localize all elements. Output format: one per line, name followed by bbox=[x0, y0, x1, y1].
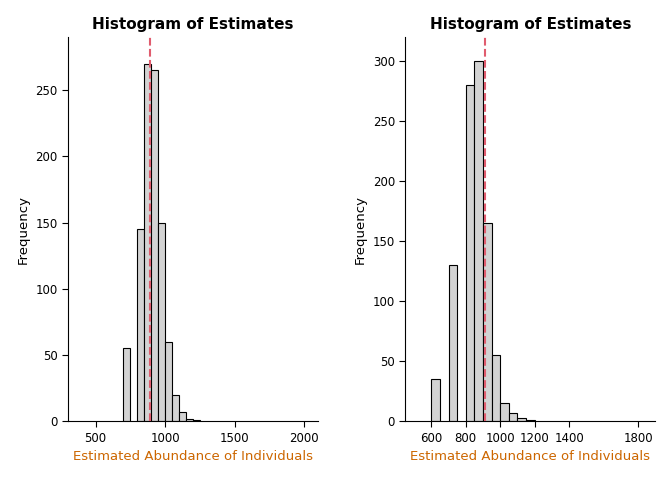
X-axis label: Estimated Abundance of Individuals: Estimated Abundance of Individuals bbox=[73, 450, 313, 463]
Title: Histogram of Estimates: Histogram of Estimates bbox=[92, 17, 294, 32]
Bar bbox=[172, 395, 179, 421]
Bar bbox=[500, 403, 509, 421]
Bar bbox=[151, 70, 158, 421]
Bar bbox=[179, 412, 186, 421]
Bar bbox=[448, 265, 457, 421]
X-axis label: Estimated Abundance of Individuals: Estimated Abundance of Individuals bbox=[411, 450, 650, 463]
Bar bbox=[466, 85, 474, 421]
Bar bbox=[137, 229, 144, 421]
Bar bbox=[144, 63, 151, 421]
Bar bbox=[158, 223, 165, 421]
Bar bbox=[474, 61, 483, 421]
Y-axis label: Frequency: Frequency bbox=[354, 195, 367, 264]
Bar bbox=[124, 348, 130, 421]
Bar bbox=[186, 419, 193, 421]
Bar bbox=[509, 413, 517, 421]
Y-axis label: Frequency: Frequency bbox=[17, 195, 30, 264]
Bar bbox=[483, 223, 492, 421]
Bar bbox=[526, 420, 535, 421]
Bar bbox=[165, 342, 172, 421]
Bar bbox=[517, 418, 526, 421]
Bar bbox=[431, 379, 440, 421]
Bar bbox=[492, 355, 500, 421]
Bar bbox=[193, 420, 200, 421]
Title: Histogram of Estimates: Histogram of Estimates bbox=[429, 17, 631, 32]
